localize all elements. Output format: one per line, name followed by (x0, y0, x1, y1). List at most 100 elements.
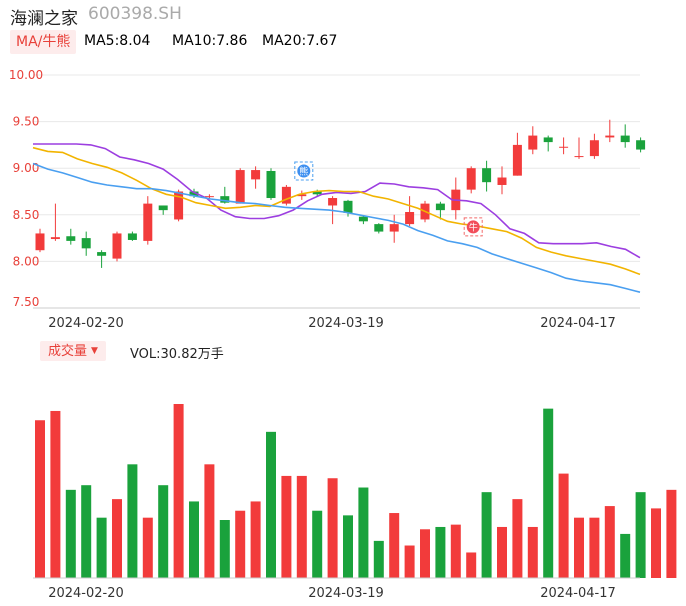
stock-code: 600398.SH (88, 4, 182, 24)
bull-marker: 牛 (463, 217, 483, 237)
candle-body (81, 238, 91, 249)
ma-indicator-selector[interactable]: MA/牛熊 (10, 30, 77, 54)
bear-marker: 熊 (294, 161, 314, 181)
x-tick-label: 2024-02-20 (48, 316, 124, 331)
candle-body (358, 216, 368, 222)
volume-bar (235, 510, 246, 578)
x-tick-label: 2024-02-20 (48, 586, 124, 601)
x-tick-label: 2024-03-19 (308, 316, 384, 331)
volume-bar (158, 485, 169, 578)
ma10-line (32, 146, 641, 276)
candle-body (266, 170, 276, 199)
y-tick-label: 7.50 (13, 295, 40, 309)
volume-bar (250, 501, 261, 578)
volume-bar (127, 464, 138, 578)
bear-badge (297, 164, 311, 178)
volume-bar (543, 408, 554, 578)
volume-bar (343, 515, 353, 578)
volume-bar (358, 487, 369, 578)
ma5-legend: MA5:8.04 (84, 33, 151, 49)
candle-body (589, 140, 599, 157)
volume-bar (50, 410, 61, 578)
caret-down-icon: ▼ (91, 346, 98, 356)
candle-body (559, 146, 569, 148)
volume-bar (266, 431, 276, 578)
candle-body (35, 233, 45, 251)
volume-bar (651, 508, 661, 578)
candle-body (389, 224, 399, 232)
volume-bar (604, 506, 615, 578)
volume-bar (373, 540, 384, 578)
ma20-legend: MA20:7.67 (262, 33, 338, 49)
volume-tag-label: 成交量 (48, 344, 88, 359)
candle-body (220, 196, 230, 203)
volume-bar (112, 499, 122, 578)
candle-body (127, 233, 137, 240)
candle-body (281, 186, 291, 204)
candle-body (158, 205, 168, 211)
candle-body (497, 177, 507, 185)
bear-marker-frame (294, 161, 314, 181)
volume-bar (589, 517, 600, 578)
volume-bar (497, 526, 507, 578)
volume-indicator-selector[interactable]: 成交量 ▼ (40, 341, 106, 361)
volume-bar (281, 475, 292, 578)
candle-body (343, 200, 353, 213)
candle-body (482, 168, 492, 183)
y-tick-label: 10.00 (9, 68, 43, 82)
y-tick-label: 9.00 (13, 161, 40, 175)
volume-bar (142, 517, 153, 578)
x-tick-label: 2024-03-19 (308, 586, 384, 601)
candle-body (174, 191, 184, 220)
x-tick-label: 2024-04-17 (540, 316, 616, 331)
volume-bar (204, 464, 215, 578)
volume-bar (389, 513, 400, 578)
volume-bar (527, 526, 538, 578)
volume-bar (173, 404, 184, 578)
candle-body (235, 170, 245, 204)
volume-bar (404, 545, 415, 578)
candle-body (112, 233, 122, 259)
bull-marker-label: 牛 (469, 221, 478, 233)
volume-bar (635, 492, 646, 578)
volume-bar (620, 533, 631, 578)
volume-bar (65, 489, 76, 578)
candle-body (374, 224, 384, 232)
volume-bar (558, 473, 569, 578)
bull-badge (466, 220, 480, 234)
candle-body (204, 196, 214, 198)
candle-body (512, 144, 522, 176)
ma5-line (33, 143, 641, 259)
volume-bar (35, 420, 45, 578)
ma20-line (32, 162, 641, 293)
y-tick-label: 8.50 (13, 208, 40, 222)
volume-bar (312, 510, 323, 578)
volume-bar (219, 520, 230, 578)
candle-body (312, 191, 322, 195)
y-tick-label: 9.50 (13, 115, 40, 129)
y-tick-label: 8.00 (13, 254, 40, 268)
volume-bar (420, 529, 430, 578)
candle-body (66, 236, 76, 241)
candle-body (97, 252, 107, 256)
candle-body (466, 168, 476, 190)
candle-body (528, 135, 538, 150)
candle-body (636, 140, 646, 150)
ma10-legend: MA10:7.86 (172, 33, 248, 49)
volume-bar (96, 517, 107, 578)
volume-bar (574, 517, 584, 578)
candle-body (543, 137, 553, 143)
x-tick-label: 2024-04-17 (540, 586, 616, 601)
volume-bar (81, 485, 92, 578)
volume-readout: VOL:30.82万手 (130, 347, 224, 362)
bull-marker-frame (463, 217, 483, 237)
volume-bar (450, 524, 461, 578)
volume-bar (666, 489, 677, 578)
candle-body (189, 191, 199, 197)
volume-bar (481, 492, 492, 578)
candle-body (620, 135, 630, 143)
volume-bar (512, 499, 523, 578)
candle-body (50, 237, 60, 240)
bear-marker-label: 熊 (299, 165, 308, 177)
